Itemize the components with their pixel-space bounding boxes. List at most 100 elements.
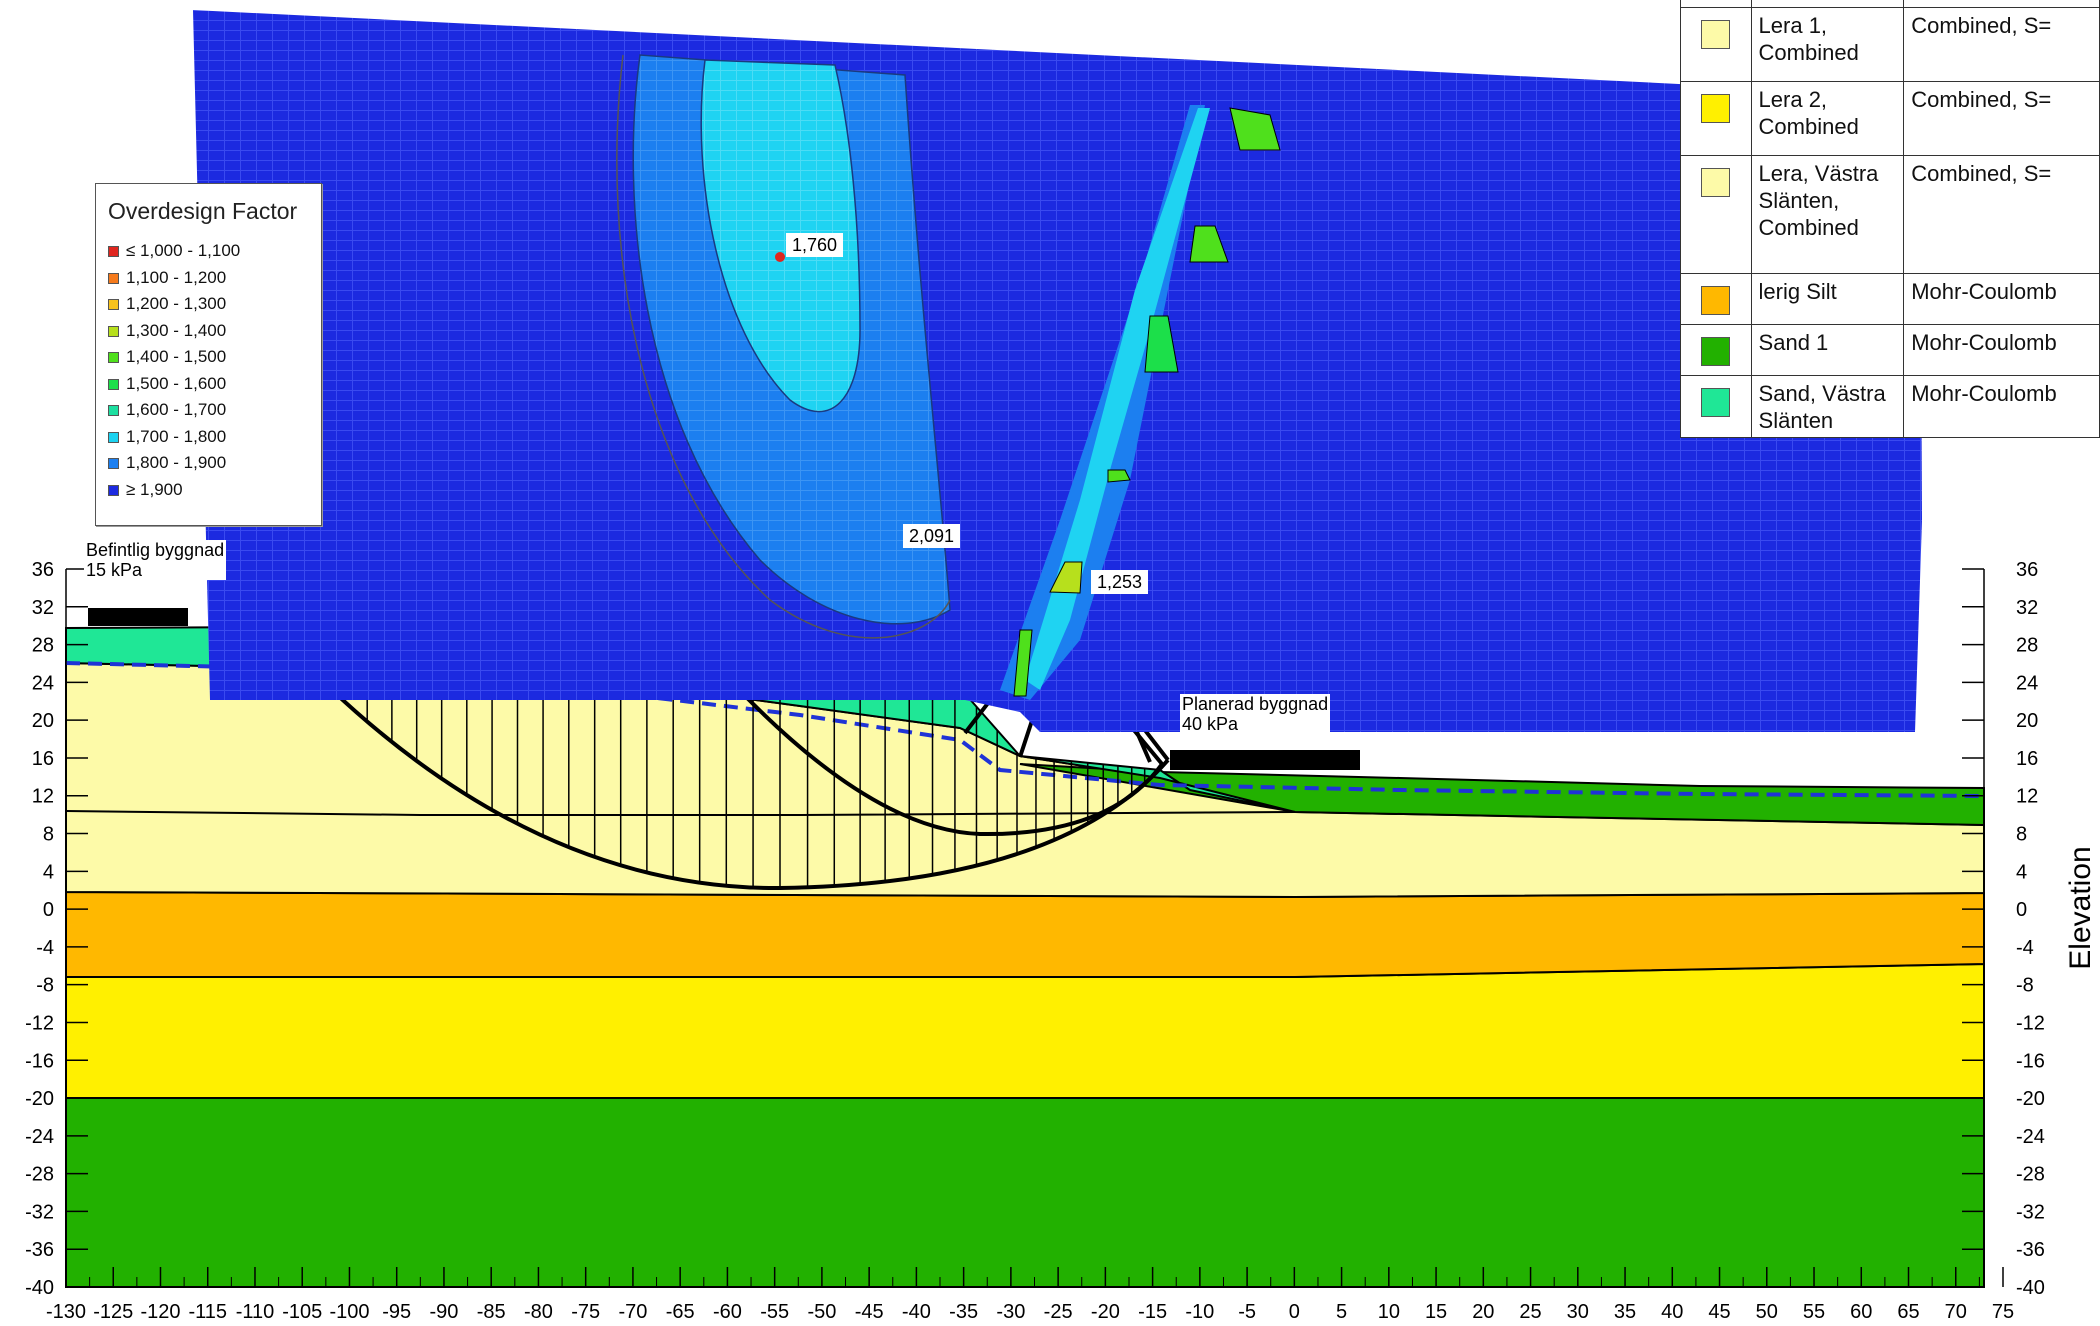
y-tick-label-right: 16: [2016, 748, 2038, 770]
x-tick-label: 70: [1945, 1301, 1967, 1323]
legend-label: ≤ 1,000 - 1,100: [126, 241, 241, 260]
material-color-cell: [1680, 7, 1752, 82]
y-tick-label-right: -32: [2016, 1201, 2045, 1223]
x-tick-label: 55: [1803, 1301, 1825, 1323]
legend-item: 1,500 - 1,600: [108, 373, 226, 395]
clay2-layer: [65, 962, 1985, 1099]
contour-outer: [616, 54, 951, 639]
legend-swatch: [108, 458, 119, 469]
sand1-layer-right: [1019, 763, 1985, 827]
materials-header-row: [1680, 0, 2100, 8]
critical-zone-4: [1107, 469, 1131, 483]
y-tick-label-right: -24: [2016, 1126, 2045, 1148]
x-tick-label: -45: [855, 1301, 884, 1323]
x-axis-ticks: -130 -125 -120 -115 -110 -105 -100 -95 -90 -85 -80…: [46, 1267, 2014, 1323]
x-tick-label: 30: [1567, 1301, 1589, 1323]
material-row: Lera 1, Combined Combined, S=: [1680, 7, 2100, 82]
x-tick-label: -35: [949, 1301, 978, 1323]
material-color-cell: [1680, 324, 1752, 376]
x-tick-label: -20: [1091, 1301, 1120, 1323]
material-row: lerig Silt Mohr-Coulomb: [1680, 273, 2100, 325]
x-tick-label: 0: [1289, 1301, 1300, 1323]
legend-swatch: [108, 299, 119, 310]
material-name: Lera, Västra Slänten, Combined: [1750, 155, 1905, 274]
factor-label-1760: 1,760: [786, 233, 844, 257]
material-name: Sand, Västra Slänten: [1750, 375, 1905, 438]
factor-label-1253: 1,253: [1091, 570, 1149, 594]
material-name: Sand 1: [1750, 324, 1905, 376]
critical-zone-5: [1049, 561, 1083, 594]
material-name: Lera 2, Combined: [1750, 81, 1905, 156]
legend-item: 1,300 - 1,400: [108, 320, 226, 342]
x-tick-label: 50: [1756, 1301, 1778, 1323]
y-tick-label-right: 20: [2016, 710, 2038, 732]
y-tick-label-right: 36: [2016, 559, 2038, 581]
material-color-cell: [1680, 375, 1752, 438]
legend-label: 1,600 - 1,700: [126, 400, 227, 419]
planned-building-load: [1170, 750, 1360, 770]
x-tick-label: -25: [1044, 1301, 1073, 1323]
material-swatch: [1701, 94, 1731, 123]
material-swatch: [1701, 388, 1731, 417]
y-tick-label-left: 24: [32, 672, 54, 694]
critical-zone-3: [1144, 315, 1179, 373]
material-swatch: [1701, 286, 1731, 315]
material-model: Combined, S=: [1903, 7, 2100, 82]
y-tick-label-left: 16: [32, 748, 54, 770]
material-color-cell: [1680, 273, 1752, 325]
y-tick-label-left: -12: [25, 1012, 54, 1034]
x-tick-label: -15: [1138, 1301, 1167, 1323]
y-tick-label-left: 36: [32, 559, 54, 581]
x-tick-label: -100: [329, 1301, 369, 1323]
material-row: Lera, Västra Slänten, Combined Combined, …: [1680, 155, 2100, 274]
legend-swatch: [108, 272, 119, 284]
y-tick-label-left: -8: [36, 975, 54, 997]
legend-swatch: [108, 484, 119, 496]
y-tick-label-left: 4: [43, 861, 54, 883]
y-tick-label-right: -40: [2016, 1277, 2045, 1299]
y-tick-label-left: 12: [32, 786, 54, 808]
x-tick-label: 65: [1897, 1301, 1919, 1323]
overdesign-factor-legend: Overdesign Factor ≤ 1,000 - 1,100 1,100 -…: [95, 183, 322, 526]
material-color-cell: [1680, 81, 1752, 156]
legend-label: 1,700 - 1,800: [126, 426, 227, 446]
x-tick-label: -65: [666, 1301, 695, 1323]
sand-layer-bottom: [65, 1097, 1985, 1288]
y-tick-label-left: 0: [43, 899, 54, 921]
legend-swatch: [108, 405, 119, 416]
y-tick-label-left: 32: [32, 597, 54, 619]
legend-label: 1,300 - 1,400: [126, 320, 227, 340]
y-tick-label-left: 28: [32, 635, 54, 657]
load-label-existing: Befintlig byggnad 15 kPa: [84, 540, 227, 580]
legend-swatch: [108, 325, 119, 337]
material-name: Lera 1, Combined: [1750, 7, 1905, 82]
y-tick-label-left: -16: [25, 1050, 54, 1072]
x-tick-label: -40: [902, 1301, 931, 1323]
legend-item: 1,700 - 1,800: [108, 426, 226, 448]
x-tick-label: 20: [1472, 1301, 1494, 1323]
y-tick-label-left: -24: [25, 1126, 54, 1148]
x-tick-label: -75: [571, 1301, 600, 1323]
y-tick-label-right: -36: [2016, 1239, 2045, 1261]
legend-label: 1,100 - 1,200: [126, 267, 227, 287]
grid-background: [193, 10, 1922, 732]
material-color-cell: [1680, 155, 1752, 274]
legend-item: 1,100 - 1,200: [108, 267, 226, 289]
y-tick-label-right: -4: [2016, 937, 2034, 959]
critical-zone-1: [1229, 107, 1281, 151]
legend-item: 1,600 - 1,700: [108, 399, 226, 421]
legend-item: ≤ 1,000 - 1,100: [108, 240, 240, 262]
x-tick-label: 45: [1708, 1301, 1730, 1323]
legend-label: 1,800 - 1,900: [126, 453, 227, 472]
x-tick-label: -30: [996, 1301, 1025, 1323]
factor-label-2091: 2,091: [903, 524, 961, 548]
material-swatch: [1701, 20, 1731, 49]
legend-swatch: [108, 378, 119, 390]
legend-swatch: [108, 352, 119, 363]
legend-label: 1,500 - 1,600: [126, 373, 227, 393]
x-tick-label: -70: [618, 1301, 647, 1323]
y-tick-label-right: -20: [2016, 1088, 2045, 1110]
x-tick-label: -10: [1185, 1301, 1214, 1323]
existing-building-load: [88, 608, 188, 626]
x-tick-label: 15: [1425, 1301, 1447, 1323]
